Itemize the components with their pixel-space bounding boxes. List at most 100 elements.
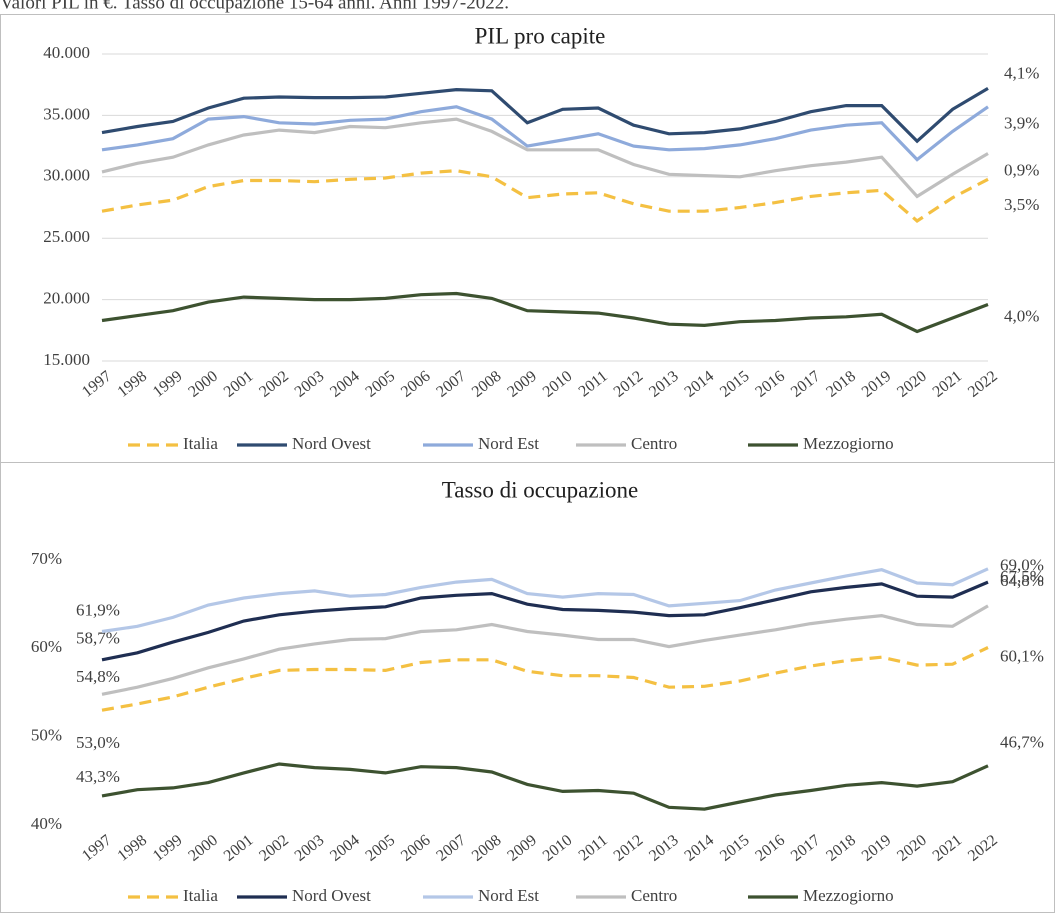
x-tick-label: 2003 <box>292 832 328 865</box>
x-tick-label: 2021 <box>930 832 966 865</box>
x-tick-label: 2008 <box>469 368 505 401</box>
legend-label: Nord Ovest <box>292 434 371 453</box>
series-line <box>101 117 989 199</box>
x-tick-label: 1998 <box>114 368 150 401</box>
x-tick-label: 2007 <box>433 368 469 401</box>
x-tick-label: 2012 <box>611 368 647 401</box>
end-label: 3,5% <box>1004 195 1039 214</box>
x-tick-label: 2015 <box>717 368 753 401</box>
x-tick-label: 2002 <box>256 368 292 401</box>
x-tick-label: 1999 <box>150 368 186 401</box>
y-tick-label: 35.000 <box>43 104 90 123</box>
end-label: 4,0% <box>1004 306 1039 325</box>
x-tick-label: 2013 <box>646 832 682 865</box>
x-tick-label: 1999 <box>150 832 186 865</box>
data-label: 46,7% <box>1000 733 1044 752</box>
data-label: 61,9% <box>76 600 120 619</box>
series-line <box>101 646 989 712</box>
data-label: 67,5% <box>1000 567 1044 586</box>
y-tick-label: 40.000 <box>43 43 90 62</box>
x-tick-label: 2002 <box>256 832 292 865</box>
x-tick-label: 2017 <box>788 368 824 401</box>
x-tick-label: 2003 <box>292 368 328 401</box>
x-tick-label: 2000 <box>185 368 221 401</box>
end-label: 3,9% <box>1004 114 1039 133</box>
x-tick-label: 2018 <box>823 832 859 865</box>
data-label: 58,7% <box>76 629 120 648</box>
series-line <box>101 580 989 662</box>
y-tick-label: 30.000 <box>43 166 90 185</box>
data-label: 43,3% <box>76 767 120 786</box>
legend-label: Nord Est <box>478 434 539 453</box>
x-tick-label: 2021 <box>930 368 966 401</box>
x-tick-label: 2019 <box>859 832 895 865</box>
x-tick-label: 2014 <box>682 832 718 865</box>
data-label: 54,8% <box>76 667 120 686</box>
y-tick-label: 50% <box>31 726 62 745</box>
chart-title: PIL pro capite <box>475 23 606 48</box>
chart-title: Tasso di occupazione <box>442 477 638 502</box>
x-tick-label: 2008 <box>469 832 505 865</box>
data-label: 53,0% <box>76 733 120 752</box>
x-tick-label: 2007 <box>433 832 469 865</box>
series-line <box>101 604 989 696</box>
series-line <box>101 105 989 162</box>
y-tick-label: 70% <box>31 549 62 568</box>
legend-label: Nord Est <box>478 886 539 905</box>
y-tick-label: 15.000 <box>43 350 90 369</box>
x-tick-label: 2005 <box>363 832 399 865</box>
x-tick-label: 2022 <box>965 368 1001 401</box>
x-tick-label: 2022 <box>965 832 1001 865</box>
series-line <box>101 87 989 144</box>
y-tick-label: 25.000 <box>43 227 90 246</box>
y-tick-label: 40% <box>31 814 62 833</box>
legend-label: Mezzogiorno <box>803 886 894 905</box>
x-tick-label: 2013 <box>646 368 682 401</box>
x-tick-label: 2014 <box>682 368 718 401</box>
x-tick-label: 2004 <box>327 832 363 865</box>
x-tick-label: 2011 <box>576 368 611 401</box>
data-label: 60,1% <box>1000 646 1044 665</box>
x-tick-label: 2009 <box>504 368 540 401</box>
data-label: 64,8% <box>1000 571 1044 590</box>
x-tick-label: 2015 <box>717 832 753 865</box>
x-tick-label: 2010 <box>540 368 576 401</box>
x-tick-label: 2000 <box>185 832 221 865</box>
legend-label: Italia <box>183 886 218 905</box>
x-tick-label: 2017 <box>788 832 824 865</box>
x-tick-label: 2001 <box>221 368 257 401</box>
y-tick-label: 60% <box>31 637 62 656</box>
x-tick-label: 1998 <box>114 832 150 865</box>
x-tick-label: 2010 <box>540 832 576 865</box>
header: Valori PIL in €. Tasso di occupazione 15… <box>0 0 509 13</box>
x-tick-label: 2012 <box>611 832 647 865</box>
x-tick-label: 2020 <box>894 832 930 865</box>
x-tick-label: 2001 <box>221 832 257 865</box>
legend-label: Centro <box>631 886 677 905</box>
legend-label: Nord Ovest <box>292 886 371 905</box>
x-tick-label: 1997 <box>79 368 115 401</box>
legend-label: Mezzogiorno <box>803 434 894 453</box>
x-tick-label: 2009 <box>504 832 540 865</box>
series-line <box>101 169 989 224</box>
end-label: 4,1% <box>1004 63 1039 82</box>
x-tick-label: 2004 <box>327 368 363 401</box>
x-tick-label: 2005 <box>363 368 399 401</box>
legend-label: Centro <box>631 434 677 453</box>
series-line <box>101 762 989 811</box>
x-tick-label: 2018 <box>823 368 859 401</box>
x-tick-label: 2006 <box>398 368 434 401</box>
x-tick-label: 2016 <box>752 368 788 401</box>
series-line <box>101 291 989 334</box>
legend-label: Italia <box>183 434 218 453</box>
x-tick-label: 2019 <box>859 368 895 401</box>
end-label: 0,9% <box>1004 160 1039 179</box>
x-tick-label: 1997 <box>79 832 115 865</box>
x-tick-label: 2011 <box>576 832 611 865</box>
x-tick-label: 2016 <box>752 832 788 865</box>
x-tick-label: 2006 <box>398 832 434 865</box>
y-tick-label: 20.000 <box>43 289 90 308</box>
data-label: 69,0% <box>1000 556 1044 575</box>
x-tick-label: 2020 <box>894 368 930 401</box>
